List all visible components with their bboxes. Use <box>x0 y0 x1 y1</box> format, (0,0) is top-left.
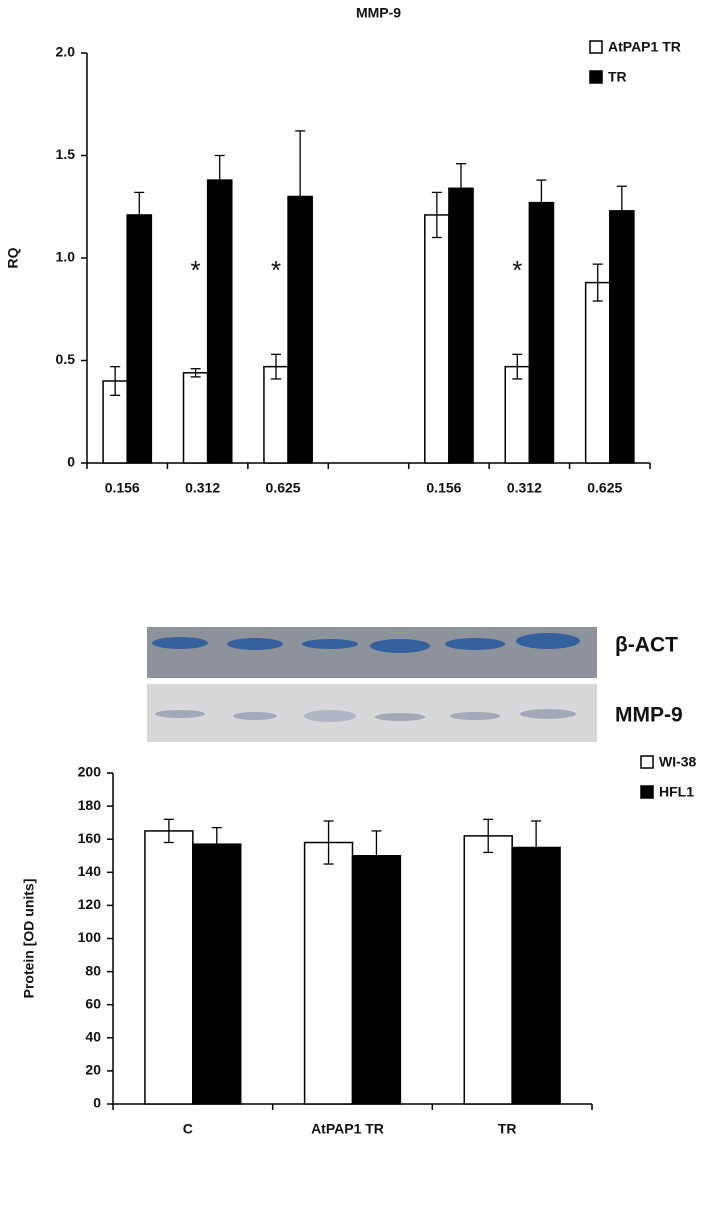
y-tick-label: 200 <box>78 764 102 780</box>
legend-label: TR <box>608 69 627 85</box>
x-tick-label: 0.625 <box>266 480 301 496</box>
y-tick-label: 20 <box>85 1062 101 1078</box>
y-tick-label: 0.5 <box>56 351 76 367</box>
bar <box>511 846 561 1105</box>
bar <box>609 210 635 464</box>
bar <box>463 835 513 1105</box>
bar <box>126 214 153 464</box>
legend-label: HFL1 <box>659 784 694 800</box>
y-tick-label: 60 <box>85 995 101 1011</box>
y-tick-label: 1.5 <box>56 146 76 162</box>
bar <box>303 841 354 1105</box>
y-axis-label: Protein [OD units] <box>21 879 37 999</box>
y-tick-label: 0 <box>67 454 75 470</box>
annotation: * <box>191 255 201 285</box>
y-tick-label: 1.0 <box>56 249 76 265</box>
y-axis-label: RQ <box>5 247 21 268</box>
y-tick-label: 120 <box>78 896 102 912</box>
x-tick-label: C <box>183 1121 193 1137</box>
x-tick-label: 0.312 <box>507 480 542 496</box>
bar <box>448 187 474 464</box>
bar <box>182 372 209 464</box>
y-tick-label: 2.0 <box>56 44 76 60</box>
bar <box>584 281 611 464</box>
y-tick-label: 180 <box>78 797 102 813</box>
blot-bands <box>152 633 580 722</box>
x-tick-label: AtPAP1 TR <box>311 1121 384 1137</box>
bar <box>528 201 555 464</box>
y-tick-label: 80 <box>85 962 101 978</box>
legend-label: AtPAP1 TR <box>608 39 681 55</box>
x-tick-label: 0.625 <box>587 480 622 496</box>
y-tick-label: 160 <box>78 830 102 846</box>
blot-label: β-ACT <box>615 634 678 657</box>
bar <box>192 843 242 1105</box>
x-tick-label: 0.156 <box>105 480 140 496</box>
legend-swatch <box>589 70 603 84</box>
bar <box>504 365 531 464</box>
x-tick-label: 0.312 <box>185 480 220 496</box>
y-tick-label: 0 <box>93 1095 101 1111</box>
chart-title: MMP-9 <box>356 5 401 21</box>
annotation: * <box>512 255 522 285</box>
x-tick-label: TR <box>498 1121 517 1137</box>
blot-label: MMP-9 <box>615 704 683 727</box>
y-tick-label: 100 <box>78 929 102 945</box>
bar <box>144 830 194 1105</box>
bar <box>263 365 289 464</box>
bar <box>424 214 450 464</box>
legend-swatch <box>589 40 603 54</box>
bar <box>206 179 233 464</box>
legend-swatch <box>640 785 654 799</box>
annotation: * <box>271 255 281 285</box>
y-tick-label: 140 <box>78 863 102 879</box>
x-tick-label: 0.156 <box>426 480 461 496</box>
legend-swatch <box>640 755 654 769</box>
y-tick-label: 40 <box>85 1029 101 1045</box>
bar <box>351 855 402 1105</box>
legend-label: WI-38 <box>659 754 697 770</box>
blot-actin <box>147 627 597 678</box>
